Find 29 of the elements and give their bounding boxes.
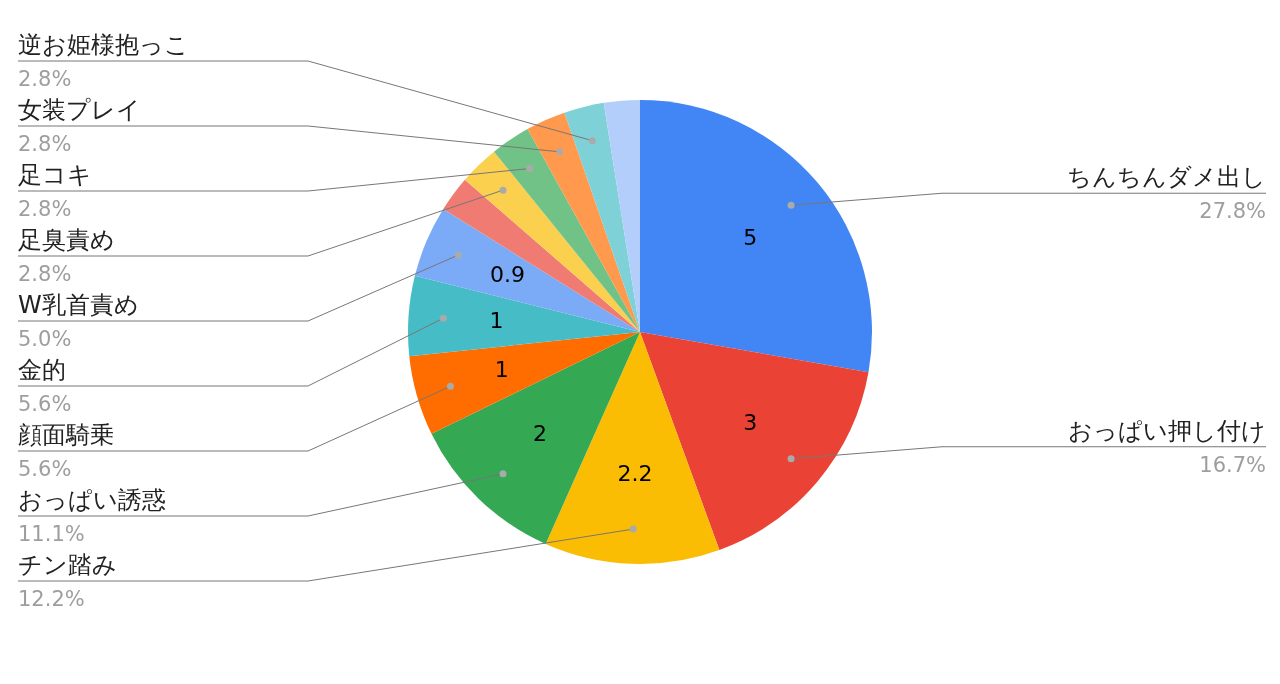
text: 2.8% xyxy=(18,132,72,156)
text: 5.6% xyxy=(18,392,72,416)
slice-label: 足コキ xyxy=(18,161,92,189)
slice-label: 顔面騎乗 xyxy=(18,421,114,449)
data-label: 2 xyxy=(533,421,548,447)
slice-label: 女装プレイ xyxy=(18,96,141,124)
text: 12.2% xyxy=(18,587,85,611)
text: 2.8% xyxy=(18,197,72,221)
text: 2.8% xyxy=(18,262,72,286)
data-label: 0.9 xyxy=(490,261,526,287)
data-label: 5 xyxy=(743,225,758,251)
slice-label: 逆お姫様抱っこ xyxy=(18,31,189,59)
slice-label: ちんちんダメ出し xyxy=(1067,163,1266,192)
data-label: 3 xyxy=(743,410,758,436)
slice-label: 金的 xyxy=(18,356,66,384)
slice-label: おっぱい押し付け xyxy=(1068,416,1266,445)
data-label: 2.2 xyxy=(617,461,653,487)
text: 27.8% xyxy=(1199,199,1266,224)
slice-label: W乳首責め xyxy=(18,291,139,319)
text: 5.0% xyxy=(18,327,72,351)
slice-label: 足臭責め xyxy=(18,226,115,254)
text: 11.1% xyxy=(18,522,85,546)
slice-label: チン踏み xyxy=(18,551,117,579)
text: 16.7% xyxy=(1199,452,1266,477)
slice-label: おっぱい誘惑 xyxy=(18,486,166,514)
data-label: 1 xyxy=(494,357,509,383)
data-label: 1 xyxy=(489,307,504,333)
text: 2.8% xyxy=(18,67,72,91)
text: 5.6% xyxy=(18,457,72,481)
